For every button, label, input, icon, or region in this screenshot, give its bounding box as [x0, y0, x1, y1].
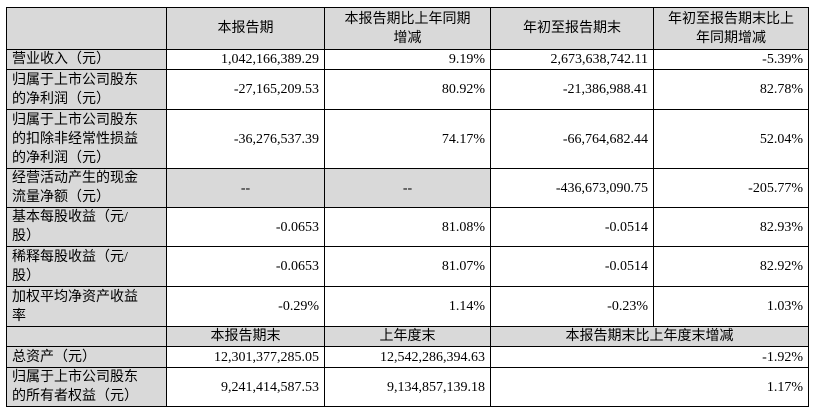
cell: -66,764,682.44: [490, 109, 654, 169]
subheader-change: 本报告期末比上年度末增减: [490, 326, 809, 347]
table-row: 加权平均净资产收益 率 -0.29% 1.14% -0.23% 1.03%: [6, 286, 809, 327]
cell: 74.17%: [324, 109, 491, 169]
cell-not-applicable: --: [324, 168, 491, 208]
cell: 82.78%: [653, 69, 809, 110]
cell: -36,276,537.39: [166, 109, 325, 169]
cell: -436,673,090.75: [490, 168, 654, 208]
row-label: 归属于上市公司股东 的净利润（元）: [6, 69, 167, 110]
row-label: 归属于上市公司股东 的所有者权益（元）: [6, 367, 167, 407]
header-ytd-yoy-change: 年初至报告期末比上 年同期增减: [653, 7, 809, 50]
row-label: 总资产（元）: [6, 346, 167, 368]
cell: 81.07%: [324, 246, 491, 287]
cell: 82.93%: [653, 207, 809, 247]
table-row: 基本每股收益（元/ 股） -0.0653 81.08% -0.0514 82.9…: [6, 207, 809, 247]
cell: 1,042,166,389.29: [166, 49, 325, 70]
subheader-cell-blank: [6, 326, 167, 347]
cell: 1.17%: [490, 367, 809, 407]
cell: 12,542,286,394.63: [324, 346, 491, 368]
header-ytd: 年初至报告期末: [490, 7, 654, 50]
cell: -0.0514: [490, 207, 654, 247]
row-label: 加权平均净资产收益 率: [6, 286, 167, 327]
row-label: 稀释每股收益（元/ 股）: [6, 246, 167, 287]
cell: 9.19%: [324, 49, 491, 70]
table-row: 归属于上市公司股东 的扣除非经常性损益 的净利润（元） -36,276,537.…: [6, 109, 809, 169]
table-row: 总资产（元） 12,301,377,285.05 12,542,286,394.…: [6, 346, 809, 368]
cell: 81.08%: [324, 207, 491, 247]
cell: -0.0653: [166, 246, 325, 287]
cell: -21,386,988.41: [490, 69, 654, 110]
cell: 82.92%: [653, 246, 809, 287]
cell: 12,301,377,285.05: [166, 346, 325, 368]
table-row: 归属于上市公司股东 的净利润（元） -27,165,209.53 80.92% …: [6, 69, 809, 110]
cell: 1.03%: [653, 286, 809, 327]
cell: -5.39%: [653, 49, 809, 70]
cell: 1.14%: [324, 286, 491, 327]
cell: 2,673,638,742.11: [490, 49, 654, 70]
cell: 9,241,414,587.53: [166, 367, 325, 407]
row-label: 归属于上市公司股东 的扣除非经常性损益 的净利润（元）: [6, 109, 167, 169]
row-label: 经营活动产生的现金 流量净额（元）: [6, 168, 167, 208]
header-current-yoy-change: 本报告期比上年同期 增减: [324, 7, 491, 50]
table-row: 经营活动产生的现金 流量净额（元） -- -- -436,673,090.75 …: [6, 168, 809, 208]
table-header-row: 本报告期 本报告期比上年同期 增减 年初至报告期末 年初至报告期末比上 年同期增…: [6, 7, 809, 50]
cell: -205.77%: [653, 168, 809, 208]
cell: 52.04%: [653, 109, 809, 169]
row-label: 营业收入（元）: [6, 49, 167, 70]
header-cell-blank: [6, 7, 167, 50]
cell: -1.92%: [490, 346, 809, 368]
cell: -27,165,209.53: [166, 69, 325, 110]
cell: -0.0653: [166, 207, 325, 247]
table-row: 归属于上市公司股东 的所有者权益（元） 9,241,414,587.53 9,1…: [6, 367, 809, 407]
financial-summary-table: 本报告期 本报告期比上年同期 增减 年初至报告期末 年初至报告期末比上 年同期增…: [6, 7, 809, 407]
subheader-period-end: 本报告期末: [166, 326, 325, 347]
cell: -0.23%: [490, 286, 654, 327]
balance-header-row: 本报告期末 上年度末 本报告期末比上年度末增减: [6, 326, 809, 347]
cell: -0.29%: [166, 286, 325, 327]
header-current-period: 本报告期: [166, 7, 325, 50]
cell-not-applicable: --: [166, 168, 325, 208]
cell: -0.0514: [490, 246, 654, 287]
subheader-prior-year-end: 上年度末: [324, 326, 491, 347]
cell: 9,134,857,139.18: [324, 367, 491, 407]
table-row: 稀释每股收益（元/ 股） -0.0653 81.07% -0.0514 82.9…: [6, 246, 809, 287]
cell: 80.92%: [324, 69, 491, 110]
table-row: 营业收入（元） 1,042,166,389.29 9.19% 2,673,638…: [6, 49, 809, 70]
row-label: 基本每股收益（元/ 股）: [6, 207, 167, 247]
